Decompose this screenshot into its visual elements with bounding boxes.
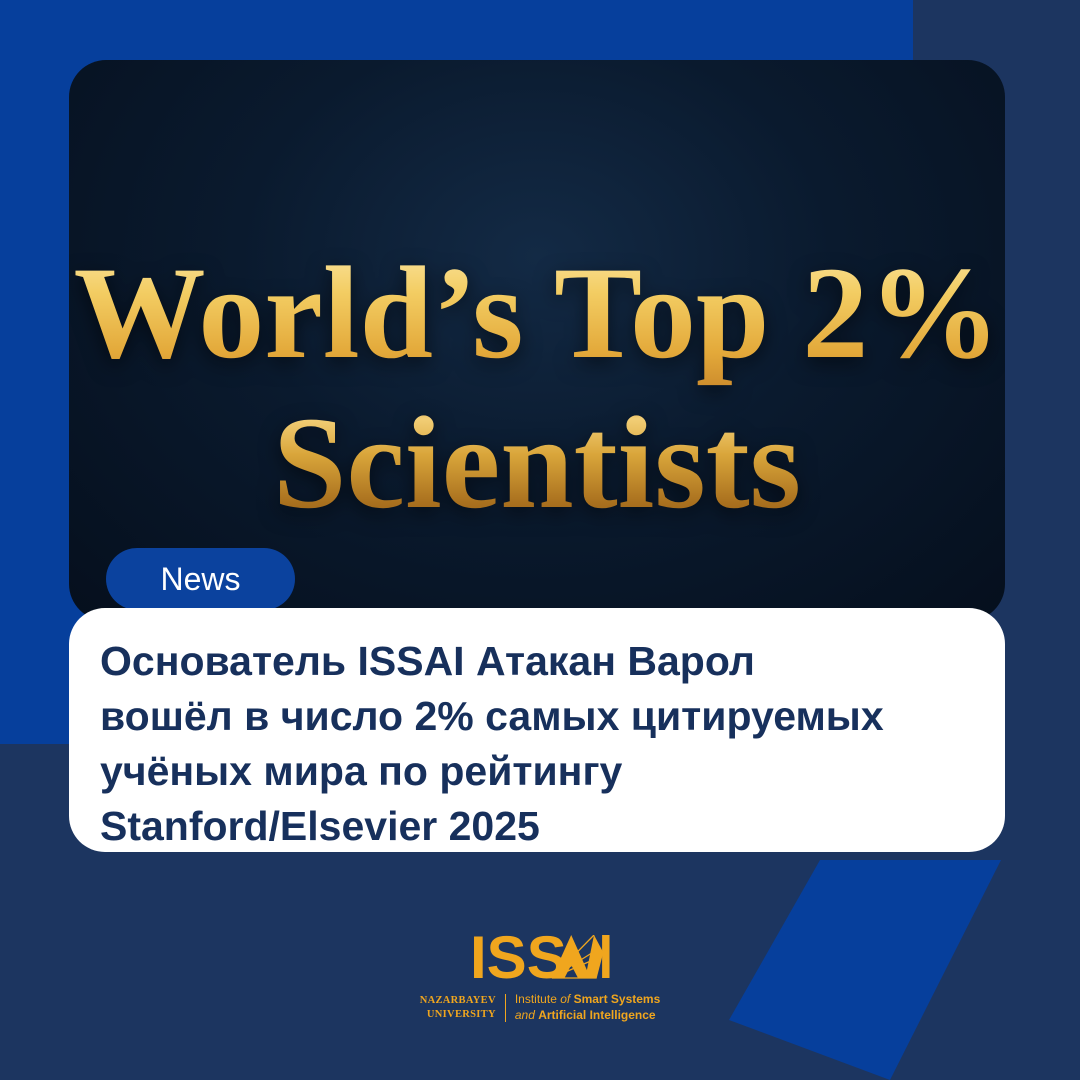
svg-text:ISS: ISS <box>470 935 567 982</box>
